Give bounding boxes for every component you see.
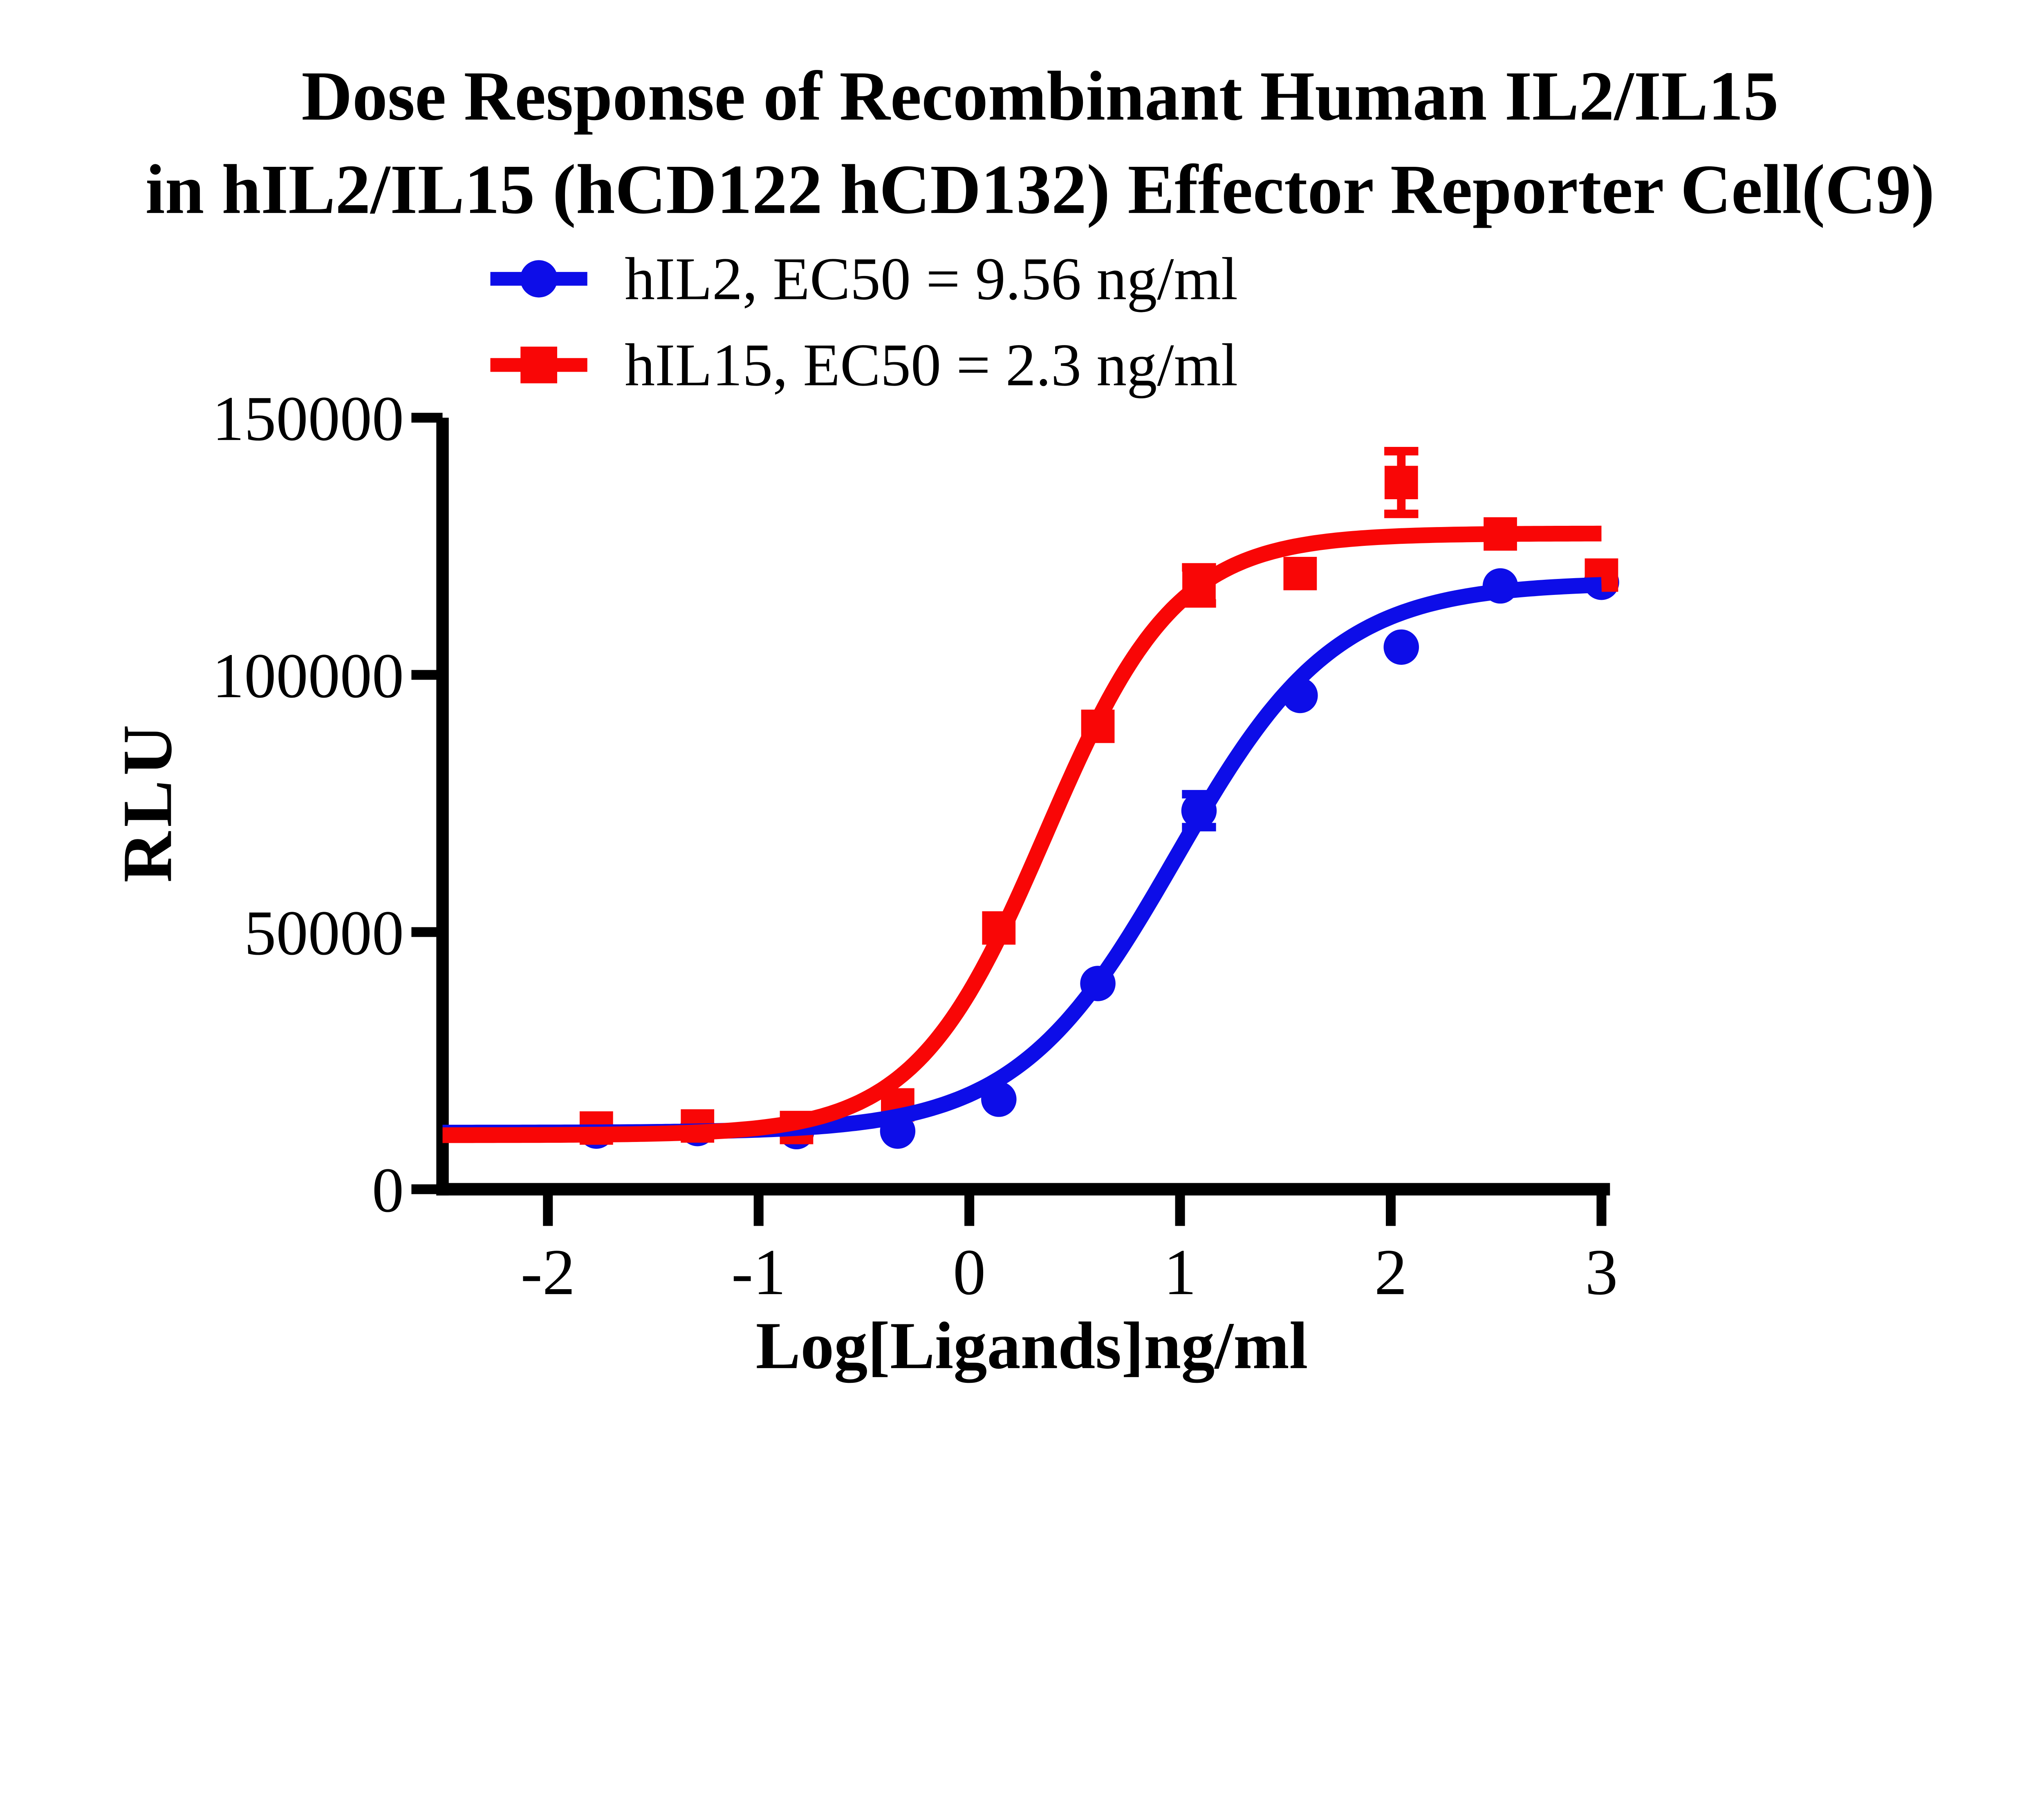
chart-title: Dose Response of Recombinant Human IL2/I… <box>18 49 2044 236</box>
x-axis-title: Log[Ligands]ng/ml <box>755 1308 1308 1383</box>
legend-item-hIL15: hIL15, EC50 = 2.3 ng/ml <box>490 331 1238 399</box>
x-tick-label-3: 3 <box>1585 1236 1618 1308</box>
legend-label-hIL2: hIL2, EC50 = 9.56 ng/ml <box>625 245 1238 313</box>
legend-item-hIL2: hIL2, EC50 = 9.56 ng/ml <box>490 245 1238 312</box>
y-tick-label-0: 0 <box>372 1155 404 1225</box>
y-tick-label-50000: 50000 <box>244 897 404 968</box>
y-tick-label-100000: 100000 <box>212 640 404 711</box>
chart-figure: Dose Response of Recombinant Human IL2/I… <box>18 49 2044 1383</box>
fit-curve-hIL2 <box>439 577 1605 1141</box>
legend-marker-square-icon <box>490 346 587 384</box>
x-tick-label-0: 0 <box>953 1236 986 1308</box>
data-point-hIL15-8 <box>1384 466 1418 500</box>
data-point-hIL2-8 <box>1383 629 1419 665</box>
plot-canvas: 0 50000 100000 150000 -2 -1 0 1 2 3 <box>212 383 1619 1308</box>
legend: hIL2, EC50 = 9.56 ng/ml hIL15, EC50 = 2.3… <box>490 245 1238 423</box>
x-tick-label-2: 2 <box>1374 1236 1407 1308</box>
fit-curve-hIL15 <box>439 525 1605 1143</box>
legend-label-hIL15: hIL15, EC50 = 2.3 ng/ml <box>625 331 1238 399</box>
y-tick-label-150000: 150000 <box>212 383 404 454</box>
x-tick-label--2: -2 <box>521 1236 576 1308</box>
x-tick-label-1: 1 <box>1164 1236 1197 1308</box>
legend-marker-circle-icon <box>490 260 587 298</box>
chart-title-line2: in hIL2/IL15 (hCD122 hCD132) Effector Re… <box>145 150 1935 229</box>
data-point-hIL15-7 <box>1283 556 1317 590</box>
chart-title-line1: Dose Response of Recombinant Human IL2/I… <box>301 56 1779 135</box>
x-tick-label--1: -1 <box>731 1236 786 1308</box>
